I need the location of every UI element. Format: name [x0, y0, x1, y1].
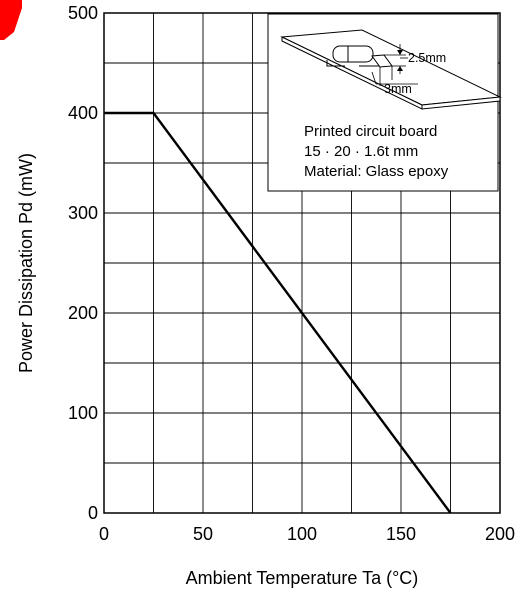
plot-frame — [103, 12, 501, 514]
dim-height-label: 2.5mm — [408, 51, 446, 65]
y-tick-label: 300 — [68, 203, 98, 223]
y-tick-label: 0 — [88, 503, 98, 523]
inset-material-label: Material: Glass epoxy — [304, 163, 449, 180]
series-layer — [104, 111, 452, 514]
y-tick-label: 200 — [68, 303, 98, 323]
y-axis-label: Power Dissipation Pd (mW) — [16, 153, 36, 373]
y-tick-labels: 0 100 200 300 400 500 — [68, 3, 98, 523]
derating-curve — [104, 111, 452, 514]
component-body — [332, 45, 374, 63]
x-tick-labels: 0 50 100 150 200 — [99, 524, 515, 544]
x-tick-label: 100 — [287, 524, 317, 544]
component-drawing — [326, 45, 393, 68]
inset-box: 2.5mm 3mm Printed circuit board 15 · 20 … — [267, 13, 502, 192]
dim-width-marker — [371, 66, 418, 86]
x-axis-label: Ambient Temperature Ta (°C) — [186, 568, 419, 588]
inset-board-label: Printed circuit board — [304, 123, 437, 140]
dim-height-marker — [384, 44, 408, 74]
inset-size-label: 15 · 20 · 1.6t mm — [304, 143, 418, 160]
y-tick-label: 100 — [68, 403, 98, 423]
x-tick-label: 150 — [386, 524, 416, 544]
y-tick-label: 400 — [68, 103, 98, 123]
x-tick-label: 200 — [485, 524, 515, 544]
x-tick-label: 0 — [99, 524, 109, 544]
pcb-board-edge-front — [421, 96, 501, 110]
x-tick-label: 50 — [193, 524, 213, 544]
dim-width-label: 3mm — [384, 82, 412, 96]
red-corner-mark — [0, 0, 22, 40]
y-tick-label: 500 — [68, 3, 98, 23]
